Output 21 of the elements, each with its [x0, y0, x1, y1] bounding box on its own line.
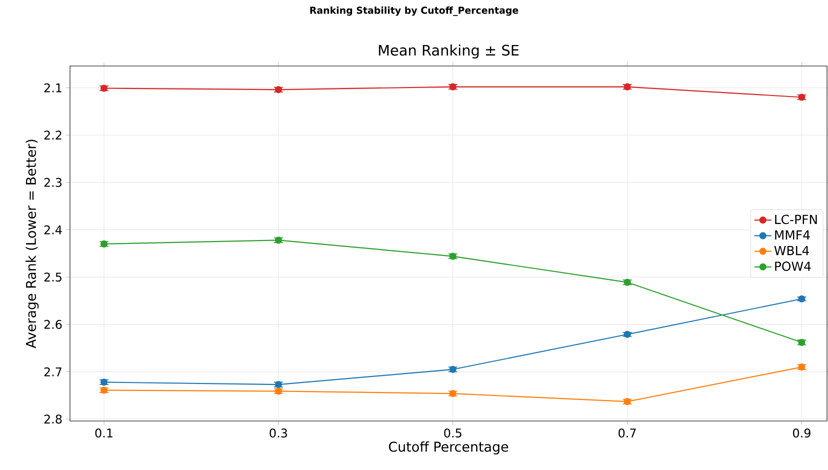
x-tick-label: 0.9: [793, 428, 810, 438]
y-tick-label: 2.8: [44, 414, 62, 424]
y-tick-label: 2.5: [44, 272, 62, 282]
y-tick-label: 2.2: [44, 130, 62, 140]
y-axis-title: Average Rank (Lower = Better): [26, 140, 39, 348]
x-tick-label: 0.1: [95, 428, 112, 438]
legend-label: POW4: [775, 262, 811, 271]
y-tick-label: 2.3: [44, 178, 62, 187]
chart-title: Ranking Stability by Cutoff_Percentage: [310, 6, 518, 16]
chart-subtitle: Mean Ranking ± SE: [378, 44, 519, 58]
x-tick-label: 0.3: [270, 428, 287, 438]
y-tick-label: 2.4: [44, 225, 62, 234]
y-tick-label: 2.7: [44, 367, 62, 376]
legend-label: MMF4: [775, 230, 810, 240]
y-tick-label: 2.1: [44, 83, 62, 92]
legend-label: LC-PFN: [775, 214, 817, 224]
x-tick-label: 0.7: [618, 428, 636, 438]
legend-label: WBL4: [774, 246, 809, 256]
y-tick-label: 2.6: [44, 320, 62, 329]
x-axis-title: Cutoff Percentage: [388, 441, 508, 454]
x-tick-label: 0.5: [444, 428, 462, 438]
